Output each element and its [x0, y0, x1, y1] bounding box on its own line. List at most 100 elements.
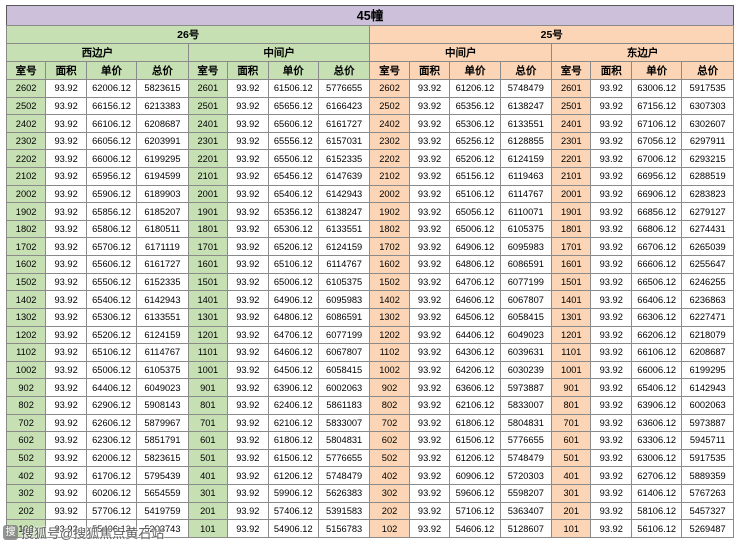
unit-price-cell: 64606.12: [267, 343, 319, 362]
room-cell: 202: [5, 501, 47, 521]
room-cell: 1001: [187, 360, 228, 380]
room-cell: 2001: [187, 184, 228, 204]
unit-price-cell: 66956.12: [631, 167, 683, 186]
total-price-cell: 5833007: [499, 395, 553, 415]
column-header: 单价: [449, 61, 501, 80]
unit-price-cell: 65406.12: [631, 378, 683, 397]
total-price-cell: 5626383: [317, 484, 371, 503]
unit-price-cell: 66006.12: [85, 149, 138, 169]
total-price-cell: 6133551: [317, 219, 371, 239]
column-header: 室号: [551, 61, 592, 80]
room-cell: 1701: [187, 237, 228, 257]
total-price-cell: 5917535: [681, 79, 734, 98]
total-price-cell: 6218079: [681, 325, 734, 345]
area-cell: 93.92: [590, 290, 633, 309]
room-cell: 2402: [369, 114, 410, 133]
room-cell: 201: [551, 501, 592, 521]
room-cell: 302: [369, 484, 410, 503]
unit-price-cell: 61506.12: [449, 431, 501, 450]
total-price-cell: 6114767: [499, 184, 553, 204]
total-price-cell: 5654559: [136, 484, 189, 503]
unit-price-cell: 64906.12: [449, 237, 501, 257]
area-cell: 93.92: [590, 343, 633, 362]
room-cell: 502: [5, 448, 47, 468]
table-row: 402 93.92 61706.12 5795439 401 93.92 61206.12 5…: [5, 466, 734, 486]
room-cell: 2301: [187, 131, 228, 151]
column-header: 总价: [499, 61, 553, 80]
unit-price-cell: 63606.12: [449, 378, 501, 397]
area-cell: 93.92: [226, 431, 269, 450]
table-row: 2602 93.92 62006.12 5823615 2601 93.92 61506.1…: [5, 79, 734, 98]
unit-price-cell: 65106.12: [449, 184, 501, 204]
column-header: 总价: [317, 61, 371, 80]
room-cell: 401: [551, 466, 592, 486]
unit-price-cell: 66106.12: [85, 114, 138, 133]
area-cell: 93.92: [590, 431, 633, 450]
room-cell: 702: [369, 413, 410, 433]
total-price-cell: 5823615: [136, 448, 189, 468]
area-cell: 93.92: [590, 395, 633, 415]
unit-price-cell: 65906.12: [85, 184, 138, 204]
table-row: 1302 93.92 65306.12 6133551 1301 93.92 64806.1…: [5, 307, 734, 327]
room-cell: 1202: [369, 325, 410, 345]
unit-price-cell: 66156.12: [85, 96, 138, 116]
area-cell: 93.92: [45, 484, 87, 503]
area-cell: 93.92: [45, 79, 87, 98]
sohu-logo-icon: 搜: [3, 525, 18, 540]
room-cell: 2401: [187, 114, 228, 133]
total-price-cell: 6208687: [136, 114, 189, 133]
area-cell: 93.92: [408, 237, 451, 257]
total-price-cell: 6185207: [136, 202, 189, 221]
unit-price-cell: 66206.12: [631, 325, 683, 345]
room-cell: 1602: [5, 255, 47, 274]
area-cell: 93.92: [226, 307, 269, 327]
unit-price-cell: 64706.12: [267, 325, 319, 345]
total-price-cell: 6265039: [681, 237, 734, 257]
area-cell: 93.92: [408, 519, 451, 538]
total-price-cell: 6279127: [681, 202, 734, 221]
area-cell: 93.92: [408, 448, 451, 468]
area-cell: 93.92: [45, 184, 87, 204]
total-price-cell: 6142943: [681, 378, 734, 397]
total-price-cell: 6077199: [499, 272, 553, 292]
room-cell: 201: [187, 501, 228, 521]
table-row: 1602 93.92 65606.12 6161727 1601 93.92 65106.1…: [5, 255, 734, 274]
unit-price-cell: 66906.12: [631, 184, 683, 204]
area-cell: 93.92: [45, 131, 87, 151]
unit-price-cell: 65506.12: [85, 272, 138, 292]
room-cell: 601: [187, 431, 228, 450]
total-price-cell: 6302607: [681, 114, 734, 133]
column-header: 单价: [85, 61, 138, 80]
total-price-cell: 5269487: [681, 519, 734, 538]
total-price-cell: 5908143: [136, 395, 189, 415]
area-cell: 93.92: [408, 79, 451, 98]
area-cell: 93.92: [408, 466, 451, 486]
room-cell: 801: [551, 395, 592, 415]
area-cell: 93.92: [408, 255, 451, 274]
unit-price-cell: 57406.12: [267, 501, 319, 521]
table-row: 1702 93.92 65706.12 6171119 1701 93.92 65206.1…: [5, 237, 734, 257]
room-cell: 101: [551, 519, 592, 538]
room-cell: 2402: [5, 114, 47, 133]
column-header: 面积: [45, 61, 87, 80]
table-row: 702 93.92 62606.12 5879967 701 93.92 62106.12 5…: [5, 413, 734, 433]
total-price-cell: 6142943: [136, 290, 189, 309]
room-cell: 2502: [369, 96, 410, 116]
total-price-cell: 6161727: [317, 114, 371, 133]
room-cell: 1202: [5, 325, 47, 345]
column-header: 室号: [187, 61, 228, 80]
unit-price-cell: 65056.12: [449, 202, 501, 221]
room-cell: 2002: [5, 184, 47, 204]
table-row: 902 93.92 64406.12 6049023 901 93.92 63906.12 6…: [5, 378, 734, 397]
area-cell: 93.92: [590, 96, 633, 116]
table-row: 602 93.92 62306.12 5851791 601 93.92 61806.12 5…: [5, 431, 734, 450]
unit-price-cell: 61706.12: [85, 466, 138, 486]
unit-price-cell: 65406.12: [85, 290, 138, 309]
area-cell: 93.92: [590, 307, 633, 327]
area-cell: 93.92: [408, 378, 451, 397]
total-price-cell: 6002063: [317, 378, 371, 397]
area-cell: 93.92: [590, 484, 633, 503]
total-price-cell: 5748479: [317, 466, 371, 486]
area-cell: 93.92: [408, 202, 451, 221]
total-price-cell: 5973887: [681, 413, 734, 433]
